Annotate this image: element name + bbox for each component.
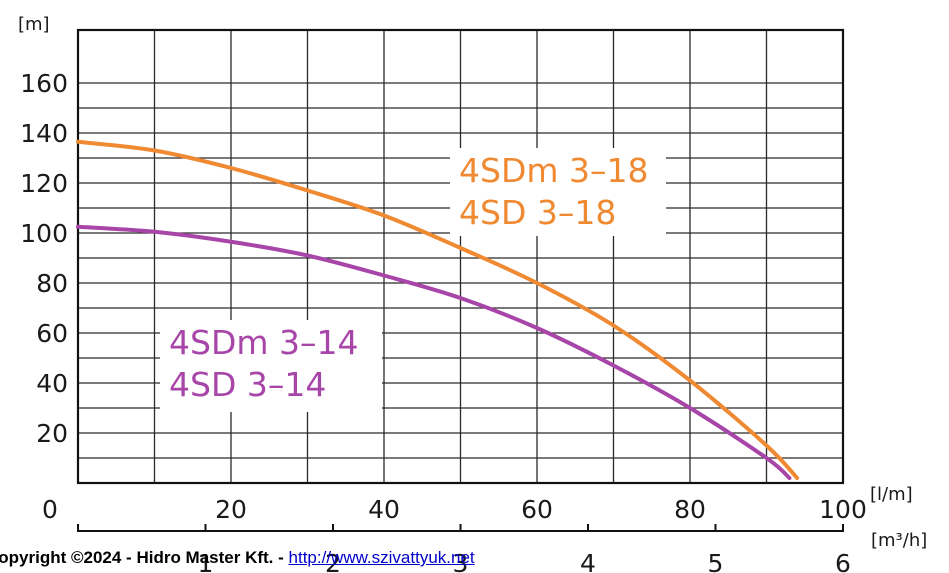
series-label: 4SD 3–14 xyxy=(169,365,326,404)
y-tick-label: 100 xyxy=(20,219,68,248)
y-unit-label: [m] xyxy=(18,14,50,35)
y-tick-label: 20 xyxy=(36,419,68,448)
curves xyxy=(76,139,800,480)
secondary-x-tick-label: 2 xyxy=(325,549,341,573)
grid xyxy=(76,28,845,485)
y-tick-label: 60 xyxy=(36,319,68,348)
copyright-footer: Copyright ©2024 - Hidro Master Kft. - ht… xyxy=(0,548,475,568)
series-label: 4SDm 3–18 xyxy=(459,151,648,190)
secondary-x-tick-label: 1 xyxy=(198,549,214,573)
y-tick-label-zero: 0 xyxy=(42,495,58,524)
x-unit-label-secondary: [m³/h] xyxy=(871,530,927,551)
x-tick-label: 20 xyxy=(215,495,247,524)
x-tick-label: 80 xyxy=(674,495,706,524)
y-tick-label: 160 xyxy=(20,69,68,98)
x-tick-label: 100 xyxy=(819,495,867,524)
secondary-x-axis: 1 2 3 4 5 6 xyxy=(77,524,851,573)
secondary-x-tick-label: 5 xyxy=(708,549,724,573)
x-tick-label: 60 xyxy=(521,495,553,524)
x-tick-labels: 20 40 60 80 100 xyxy=(215,495,867,524)
plot-frame xyxy=(76,28,845,485)
y-tick-labels: 20 40 60 80 100 120 140 160 0 xyxy=(20,69,68,524)
secondary-x-tick-label: 3 xyxy=(453,549,469,573)
website-link[interactable]: http://www.szivattyuk.net xyxy=(288,548,475,567)
series-label: 4SDm 3–14 xyxy=(169,323,358,362)
y-tick-label: 120 xyxy=(20,169,68,198)
x-tick-label: 40 xyxy=(368,495,400,524)
y-tick-label: 80 xyxy=(36,269,68,298)
series-label-background xyxy=(160,320,382,412)
secondary-x-tick-label: 6 xyxy=(835,549,851,573)
secondary-x-tick-label: 4 xyxy=(580,549,596,573)
series-label: 4SD 3–18 xyxy=(459,193,616,232)
series-curve-1 xyxy=(76,139,800,480)
x-unit-label-primary: [l/m] xyxy=(870,484,913,505)
copyright-text: Copyright ©2024 - Hidro Master Kft. - xyxy=(0,548,289,567)
y-tick-label: 40 xyxy=(36,369,68,398)
series-curve-2 xyxy=(76,224,792,480)
series-label-background xyxy=(450,148,666,236)
y-tick-label: 140 xyxy=(20,119,68,148)
